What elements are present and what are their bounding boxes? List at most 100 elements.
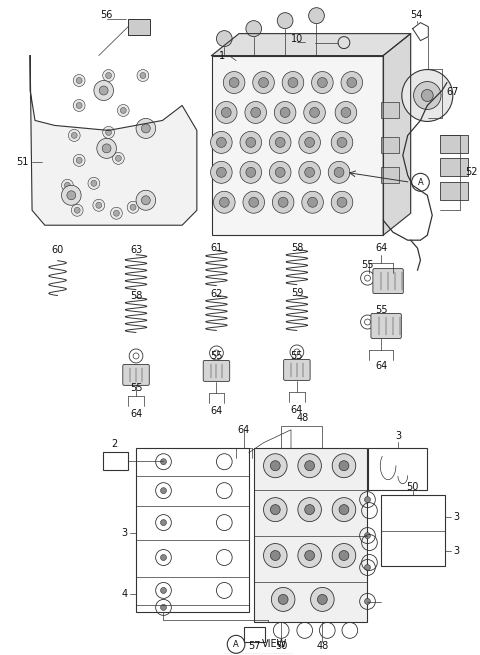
Text: 57: 57 (249, 641, 261, 651)
Circle shape (160, 458, 167, 464)
Circle shape (339, 550, 349, 561)
Circle shape (304, 102, 325, 123)
Circle shape (216, 167, 226, 178)
Circle shape (136, 119, 156, 138)
Circle shape (142, 124, 150, 133)
Circle shape (106, 73, 111, 79)
Circle shape (334, 167, 344, 178)
Circle shape (216, 31, 232, 47)
Circle shape (130, 204, 136, 210)
Circle shape (305, 504, 314, 515)
Circle shape (271, 588, 295, 611)
Circle shape (317, 77, 327, 88)
Circle shape (402, 69, 453, 121)
Circle shape (280, 107, 290, 117)
Text: 64: 64 (291, 405, 303, 415)
Text: 58: 58 (130, 291, 142, 301)
Circle shape (229, 77, 239, 88)
Circle shape (270, 550, 280, 561)
Text: 55: 55 (210, 351, 223, 361)
Text: 64: 64 (210, 406, 223, 416)
Circle shape (96, 202, 102, 208)
Circle shape (339, 460, 349, 471)
Circle shape (305, 550, 314, 561)
Circle shape (249, 197, 259, 207)
Circle shape (310, 107, 319, 117)
Text: 63: 63 (130, 245, 142, 255)
Circle shape (112, 153, 124, 164)
Circle shape (264, 454, 287, 477)
Text: 64: 64 (375, 243, 387, 253)
Circle shape (251, 107, 261, 117)
Circle shape (275, 102, 296, 123)
Circle shape (270, 460, 280, 471)
Circle shape (309, 8, 324, 24)
Text: 51: 51 (16, 157, 28, 167)
Circle shape (277, 12, 293, 29)
Circle shape (245, 102, 266, 123)
Text: 3: 3 (395, 431, 401, 441)
Circle shape (412, 174, 429, 191)
Text: 48: 48 (297, 413, 309, 423)
Circle shape (276, 167, 285, 178)
Text: 61: 61 (210, 243, 223, 253)
Text: 4: 4 (121, 590, 127, 599)
Text: VIEW: VIEW (262, 639, 287, 649)
Circle shape (221, 107, 231, 117)
Circle shape (298, 498, 322, 521)
Circle shape (76, 77, 82, 84)
Circle shape (331, 191, 353, 214)
Bar (381, 102, 399, 119)
Circle shape (216, 102, 237, 123)
Circle shape (160, 588, 167, 593)
Circle shape (211, 161, 232, 183)
Circle shape (142, 196, 150, 205)
Bar (440, 136, 468, 153)
Text: 48: 48 (316, 641, 328, 651)
Circle shape (219, 197, 229, 207)
Circle shape (332, 498, 356, 521)
Bar (440, 182, 468, 200)
Circle shape (414, 81, 441, 109)
Circle shape (269, 132, 291, 153)
Circle shape (272, 191, 294, 214)
Bar (212, 56, 383, 235)
FancyBboxPatch shape (371, 314, 401, 339)
Circle shape (364, 565, 371, 571)
Circle shape (140, 73, 146, 79)
Circle shape (76, 157, 82, 163)
Circle shape (103, 126, 114, 138)
Text: 64: 64 (375, 361, 387, 371)
Circle shape (64, 182, 71, 188)
Text: 50: 50 (407, 481, 419, 492)
Circle shape (246, 167, 256, 178)
Circle shape (305, 138, 314, 147)
Circle shape (160, 555, 167, 561)
Bar (254, 448, 367, 622)
Bar (244, 627, 265, 643)
Circle shape (118, 105, 129, 117)
Circle shape (137, 69, 149, 81)
Bar (381, 138, 399, 153)
Circle shape (136, 191, 156, 210)
Circle shape (288, 77, 298, 88)
Circle shape (67, 191, 76, 200)
Text: 2: 2 (111, 439, 118, 449)
Circle shape (264, 498, 287, 521)
Circle shape (110, 207, 122, 219)
Circle shape (335, 102, 357, 123)
Circle shape (127, 201, 139, 214)
Circle shape (214, 191, 235, 214)
Circle shape (282, 71, 304, 94)
Circle shape (302, 191, 324, 214)
Text: 59: 59 (291, 288, 303, 298)
Circle shape (73, 155, 85, 166)
Text: 56: 56 (100, 10, 113, 20)
Circle shape (317, 595, 327, 605)
Circle shape (331, 132, 353, 153)
Circle shape (421, 90, 433, 102)
Circle shape (88, 178, 100, 189)
Circle shape (364, 496, 371, 502)
Text: 55: 55 (130, 383, 142, 393)
Text: 50: 50 (275, 641, 288, 651)
